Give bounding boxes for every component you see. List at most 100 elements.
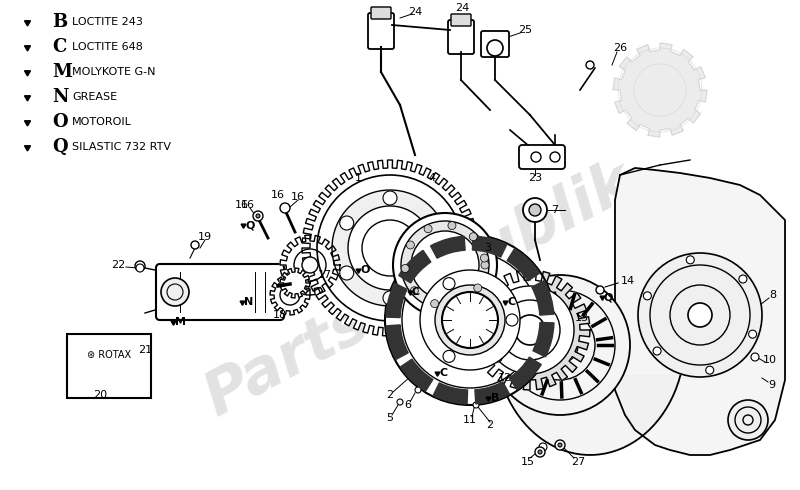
Circle shape <box>688 303 712 327</box>
Circle shape <box>458 308 482 332</box>
Text: 4: 4 <box>429 173 435 183</box>
Circle shape <box>481 261 489 269</box>
Circle shape <box>515 315 545 345</box>
Circle shape <box>454 298 462 307</box>
Text: 8: 8 <box>770 290 777 300</box>
Text: O: O <box>360 265 370 275</box>
Text: 20: 20 <box>93 390 107 400</box>
Circle shape <box>586 61 594 69</box>
Text: 21: 21 <box>138 345 152 355</box>
Wedge shape <box>398 250 431 283</box>
Text: 18: 18 <box>273 310 287 320</box>
FancyBboxPatch shape <box>67 334 151 398</box>
Circle shape <box>596 286 604 294</box>
Circle shape <box>474 284 482 292</box>
Circle shape <box>340 216 354 230</box>
Text: 3: 3 <box>485 243 491 253</box>
Circle shape <box>653 347 661 355</box>
Text: 24: 24 <box>455 3 469 13</box>
Wedge shape <box>475 382 510 404</box>
Text: 14: 14 <box>621 276 635 286</box>
Text: LOCTITE 648: LOCTITE 648 <box>72 42 143 52</box>
Wedge shape <box>400 359 433 391</box>
Text: Q: Q <box>246 220 254 230</box>
Text: 13: 13 <box>575 313 589 323</box>
FancyBboxPatch shape <box>451 14 471 26</box>
Text: 22: 22 <box>111 260 125 270</box>
Circle shape <box>494 354 502 362</box>
Text: 5: 5 <box>386 413 394 423</box>
Circle shape <box>435 285 505 355</box>
Wedge shape <box>509 357 542 390</box>
Circle shape <box>302 257 318 273</box>
FancyBboxPatch shape <box>371 7 391 19</box>
Text: N: N <box>244 297 254 307</box>
Circle shape <box>555 440 565 450</box>
Text: 15: 15 <box>521 457 535 467</box>
Text: 10: 10 <box>763 355 777 365</box>
Circle shape <box>332 190 448 306</box>
Circle shape <box>442 292 498 348</box>
Circle shape <box>706 366 714 374</box>
Circle shape <box>506 314 518 326</box>
Text: 17: 17 <box>318 270 332 280</box>
FancyBboxPatch shape <box>448 20 474 54</box>
Text: C: C <box>440 368 448 378</box>
Circle shape <box>539 443 547 451</box>
Wedge shape <box>507 249 540 281</box>
Circle shape <box>443 278 455 290</box>
Text: PartsRepublik: PartsRepublik <box>195 152 645 428</box>
Circle shape <box>448 298 492 342</box>
Text: ⊛ ROTAX: ⊛ ROTAX <box>87 350 131 360</box>
Text: SILASTIC 732 RTV: SILASTIC 732 RTV <box>72 142 171 152</box>
Circle shape <box>448 221 456 230</box>
Text: C: C <box>508 297 516 307</box>
Polygon shape <box>500 375 680 455</box>
Text: 16: 16 <box>241 200 255 210</box>
Text: MOLYKOTE G-N: MOLYKOTE G-N <box>72 67 155 77</box>
Text: B: B <box>52 13 67 31</box>
Polygon shape <box>280 235 340 295</box>
Text: 11: 11 <box>463 415 477 425</box>
Circle shape <box>340 266 354 280</box>
Circle shape <box>550 152 560 162</box>
Circle shape <box>411 231 479 299</box>
FancyBboxPatch shape <box>156 264 284 320</box>
Text: 6: 6 <box>405 400 411 410</box>
Circle shape <box>136 264 144 272</box>
Polygon shape <box>302 160 478 336</box>
FancyBboxPatch shape <box>481 31 509 57</box>
Text: 1: 1 <box>354 173 362 183</box>
Text: 9: 9 <box>769 380 775 390</box>
Text: 12: 12 <box>498 373 512 383</box>
Text: 25: 25 <box>518 25 532 35</box>
Circle shape <box>535 447 545 457</box>
Text: C: C <box>412 287 420 297</box>
Text: 24: 24 <box>408 7 422 17</box>
Text: 2: 2 <box>486 420 494 430</box>
Wedge shape <box>430 236 465 258</box>
Text: O: O <box>52 113 68 131</box>
Circle shape <box>397 399 403 405</box>
Circle shape <box>426 266 440 280</box>
Wedge shape <box>386 283 407 318</box>
Circle shape <box>728 400 768 440</box>
Text: LOCTITE 243: LOCTITE 243 <box>72 17 143 27</box>
Circle shape <box>256 214 260 218</box>
Circle shape <box>486 286 574 374</box>
Text: M: M <box>52 63 72 81</box>
Circle shape <box>426 216 440 230</box>
Text: 16: 16 <box>291 192 305 202</box>
Circle shape <box>470 233 478 241</box>
Circle shape <box>443 350 455 363</box>
Text: GREASE: GREASE <box>72 92 117 102</box>
Circle shape <box>523 198 547 222</box>
Circle shape <box>490 275 630 415</box>
Circle shape <box>538 450 542 454</box>
Circle shape <box>529 204 541 216</box>
Circle shape <box>487 40 503 56</box>
Text: N: N <box>52 88 69 106</box>
Polygon shape <box>613 43 707 137</box>
Circle shape <box>749 330 757 338</box>
Circle shape <box>751 353 759 361</box>
